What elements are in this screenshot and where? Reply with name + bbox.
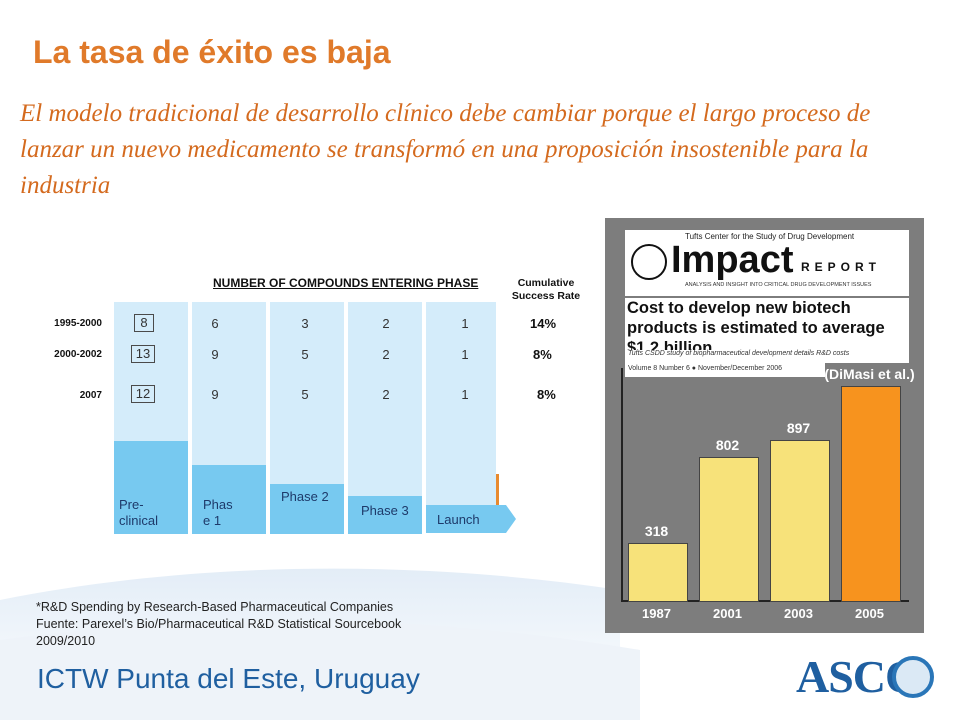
launch-arrow <box>426 505 516 533</box>
report-issue: Volume 8 Number 6 ● November/December 20… <box>628 365 783 372</box>
phase-label-launch: Launch <box>437 512 480 527</box>
chart-data-label: 1.2B <box>854 345 885 362</box>
phase-table-title: NUMBER OF COMPOUNDS ENTERING PHASE <box>213 276 479 290</box>
table-cell: 5 <box>301 347 309 362</box>
report-headline-band: Cost to develop new biotech products is … <box>625 298 909 357</box>
table-cell-boxed: 8 <box>134 314 154 332</box>
report-issue-band: Volume 8 Number 6 ● November/December 20… <box>625 363 825 377</box>
footer-location: ICTW Punta del Este, Uruguay <box>37 663 420 694</box>
table-cell: 2 <box>382 316 390 331</box>
phase-label-3: Phase 3 <box>361 503 409 518</box>
note-line: *R&D Spending by Research-Based Pharmace… <box>36 600 394 614</box>
phase-fill-2 <box>270 484 344 534</box>
chart-x-tick-label: 2005 <box>855 606 884 621</box>
chart-x-tick-label: 1987 <box>642 606 671 621</box>
cumulative-rate-header: Cumulative Success Rate <box>511 277 581 302</box>
table-cell: 9 <box>211 387 219 402</box>
phase-fill-1 <box>192 465 266 534</box>
slide-subtitle: El modelo tradicional de desarrollo clín… <box>20 100 871 199</box>
table-cell-boxed: 12 <box>131 385 155 403</box>
phase-column-launch <box>426 302 496 506</box>
table-cell: 3 <box>301 316 309 331</box>
chart-bar <box>769 439 830 602</box>
asco-logo: ASCO <box>796 650 946 706</box>
report-tagline: ANALYSIS AND INSIGHT INTO CRITICAL DRUG … <box>685 282 872 288</box>
chart-annotation: (DiMasi et al.) <box>824 365 915 382</box>
phase-fill-preclinical <box>114 441 188 534</box>
table-cell: 6 <box>211 316 219 331</box>
report-seal-icon <box>631 244 667 280</box>
report-logo-suffix: REPORT <box>801 260 882 274</box>
table-cell: 1 <box>461 387 469 402</box>
chart-bar <box>698 456 759 602</box>
phase-label-preclinical: Pre- clinical <box>119 497 159 528</box>
table-cell: 2 <box>382 387 390 402</box>
report-subhead: Tufts CSDD study of biopharmaceutical de… <box>628 350 850 357</box>
table-cell-boxed: 13 <box>131 345 155 363</box>
impact-report-image: Tufts Center for the Study of Drug Devel… <box>605 218 924 633</box>
chart-x-axis <box>621 600 909 602</box>
phase-label-2: Phase 2 <box>281 489 329 504</box>
table-cell: 1 <box>461 347 469 362</box>
note-line: Fuente: Parexel’s Bio/Pharmaceutical R&D… <box>36 617 402 631</box>
success-rate: 14% <box>530 316 557 331</box>
table-cell: 2 <box>382 347 390 362</box>
table-cell: 1 <box>461 316 469 331</box>
table-cell: 9 <box>211 347 219 362</box>
phase-label-1: Phas e 1 <box>203 497 233 528</box>
success-rate: 8% <box>537 387 556 402</box>
source-notes: *R&D Spending by Research-Based Pharmace… <box>36 599 401 650</box>
phase-fill-3 <box>348 496 422 534</box>
chart-bar <box>840 385 901 602</box>
row-label: 2007 <box>79 390 102 401</box>
launch-orange-divider <box>496 474 499 508</box>
chart-data-label: 897 <box>786 419 811 436</box>
report-header: Tufts Center for the Study of Drug Devel… <box>625 230 909 296</box>
chart-data-label: 318 <box>644 523 669 540</box>
chart-x-tick-label: 2003 <box>784 606 813 621</box>
row-label: 2000-2002 <box>54 349 102 360</box>
asco-globe-icon <box>892 656 934 698</box>
report-subhead-band: Tufts CSDD study of biopharmaceutical de… <box>625 350 909 363</box>
slide-title: La tasa de éxito es baja <box>33 34 391 70</box>
phase-column-3 <box>348 302 422 534</box>
note-line: 2009/2010 <box>36 634 96 648</box>
chart-y-axis <box>621 368 623 602</box>
chart-data-label: 802 <box>715 436 740 453</box>
row-label: 1995-2000 <box>54 318 102 329</box>
chart-bar <box>627 543 688 602</box>
report-logo-word: Impact <box>671 239 794 281</box>
report-org: Tufts Center for the Study of Drug Devel… <box>685 232 855 241</box>
cost-bar-chart: 318 1987 802 2001 897 2003 1.2B 2005 (DiMasi et … <box>605 218 924 633</box>
chart-x-tick-label: 2001 <box>713 606 742 621</box>
table-cell: 5 <box>301 387 309 402</box>
success-rate: 8% <box>533 347 552 362</box>
